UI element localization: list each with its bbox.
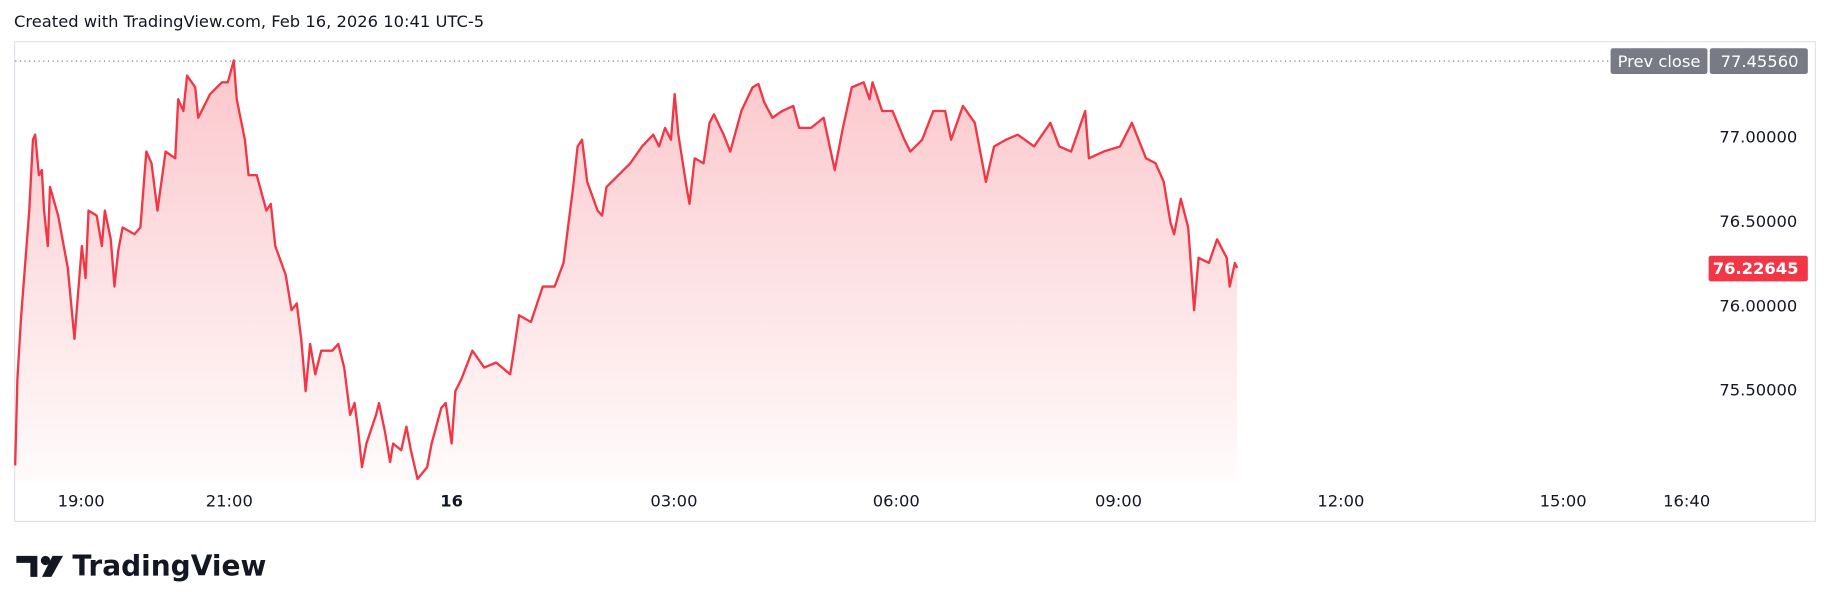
- prev-close-tag: [1610, 48, 1708, 74]
- prev-close-value-tag: [1709, 48, 1808, 74]
- x-tick-label: 06:00: [873, 492, 920, 511]
- area-fill: [15, 60, 1238, 482]
- x-tick-label: 15:00: [1540, 492, 1587, 511]
- logo-mark: [16, 555, 38, 577]
- x-tick-label: 12:00: [1317, 492, 1364, 511]
- price-line: [14, 59, 1239, 481]
- x-tick-label: 09:00: [1095, 492, 1142, 511]
- brand-name: TradingView: [72, 550, 266, 583]
- y-tick-label: 76.50000: [1719, 212, 1797, 231]
- logo-mark: [42, 555, 64, 577]
- logo: TradingView: [16, 550, 266, 583]
- logo-mark: [40, 555, 51, 566]
- last-price-tag: [1708, 255, 1808, 282]
- prev-close-name: Prev close: [1618, 52, 1701, 71]
- chart-frame: [14, 41, 1816, 522]
- x-tick-label: 03:00: [650, 492, 697, 511]
- x-tick-label: 16:40: [1663, 492, 1710, 511]
- y-tick-label: 77.00000: [1719, 128, 1797, 147]
- x-tick-label: 19:00: [58, 492, 105, 511]
- prev-close-value: 77.45560: [1721, 52, 1799, 71]
- credit: Created with TradingView.com, Feb 16, 20…: [14, 12, 484, 31]
- x-tick-label: 21:00: [206, 492, 253, 511]
- y-tick-label: 76.00000: [1719, 296, 1797, 315]
- y-tick-label: 75.50000: [1719, 381, 1797, 400]
- last-price-label: 76.22645: [1713, 259, 1799, 278]
- x-tick-label: 16: [440, 492, 463, 511]
